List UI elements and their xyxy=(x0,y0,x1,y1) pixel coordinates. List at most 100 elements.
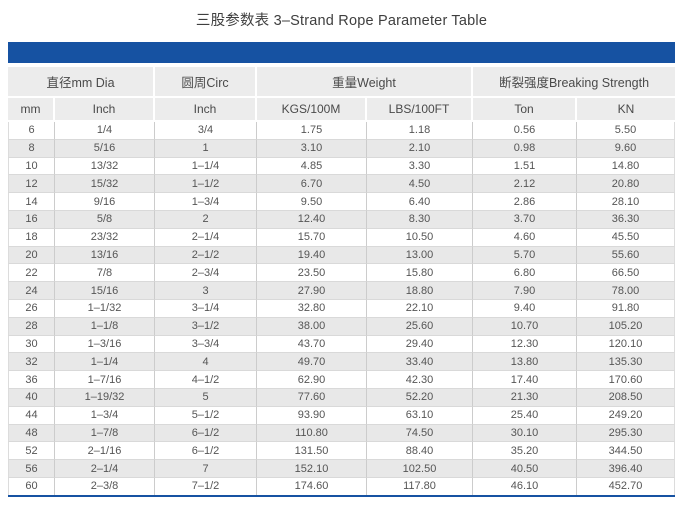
table-cell: 135.30 xyxy=(577,353,675,372)
table-cell: 3.30 xyxy=(367,157,473,176)
table-cell: 4.60 xyxy=(473,228,577,247)
table-row: 18 23/32 2–1/4 15.70 10.50 4.60 45.50 xyxy=(8,228,675,247)
table-cell: 88.40 xyxy=(367,442,473,461)
table-cell: 13/32 xyxy=(55,157,155,176)
table-cell: 249.20 xyxy=(577,406,675,425)
page-title: 三股参数表 3–Strand Rope Parameter Table xyxy=(195,13,488,29)
table-cell: 6.80 xyxy=(473,264,577,283)
table-cell: 170.60 xyxy=(577,371,675,389)
table-cell: 1.51 xyxy=(473,157,577,176)
rope-parameter-table: 直径mm Dia 圆周Circ 重量Weight 断裂强度Breaking St… xyxy=(8,67,675,495)
table-cell: 20.80 xyxy=(577,175,675,194)
rope-parameter-table-zone: 直径mm Dia 圆周Circ 重量Weight 断裂强度Breaking St… xyxy=(8,42,675,497)
table-cell: 7/8 xyxy=(55,264,155,283)
table-cell: 0.98 xyxy=(473,139,577,158)
table-cell: 344.50 xyxy=(577,442,675,461)
table-cell: 4–1/2 xyxy=(155,371,257,389)
table-cell: 295.30 xyxy=(577,424,675,443)
group-header-diameter: 直径mm Dia xyxy=(8,67,155,98)
table-cell: 1–7/8 xyxy=(55,424,155,443)
table-cell: 25.60 xyxy=(367,317,473,336)
table-cell: 2.10 xyxy=(367,139,473,158)
table-cell: 9.40 xyxy=(473,299,577,318)
table-cell: 48 xyxy=(8,424,55,443)
table-row: 40 1–19/32 5 77.60 52.20 21.30 208.50 xyxy=(8,388,675,407)
table-cell: 46.10 xyxy=(473,477,577,495)
table-cell: 1–19/32 xyxy=(55,388,155,407)
table-row: 8 5/16 1 3.10 2.10 0.98 9.60 xyxy=(8,139,675,158)
table-cell: 36 xyxy=(8,371,55,389)
table-cell: 14 xyxy=(8,193,55,211)
table-cell: 1–1/8 xyxy=(55,317,155,336)
table-cell: 4.85 xyxy=(257,157,367,176)
table-cell: 1–1/4 xyxy=(55,353,155,372)
table-cell: 110.80 xyxy=(257,424,367,443)
table-cell: 49.70 xyxy=(257,353,367,372)
table-cell: 38.00 xyxy=(257,317,367,336)
table-cell: 24 xyxy=(8,282,55,300)
table-cell: 9.60 xyxy=(577,139,675,158)
table-cell: 3–1/4 xyxy=(155,299,257,318)
unit-header-kgs: KGS/100M xyxy=(257,98,367,122)
table-cell: 19.40 xyxy=(257,246,367,265)
table-cell: 22.10 xyxy=(367,299,473,318)
table-cell: 14.80 xyxy=(577,157,675,176)
table-cell: 3.10 xyxy=(257,139,367,158)
table-row: 60 2–3/8 7–1/2 174.60 117.80 46.10 452.70 xyxy=(8,477,675,495)
table-cell: 28.10 xyxy=(577,193,675,211)
table-cell: 6.40 xyxy=(367,193,473,211)
unit-header-circ-inch: Inch xyxy=(155,98,257,122)
table-cell: 13.00 xyxy=(367,246,473,265)
table-cell: 91.80 xyxy=(577,299,675,318)
table-cell: 32 xyxy=(8,353,55,372)
table-cell: 3 xyxy=(155,282,257,300)
table-cell: 20 xyxy=(8,246,55,265)
table-row: 36 1–7/16 4–1/2 62.90 42.30 17.40 170.60 xyxy=(8,371,675,389)
table-cell: 93.90 xyxy=(257,406,367,425)
table-cell: 43.70 xyxy=(257,335,367,354)
table-cell: 28 xyxy=(8,317,55,336)
table-cell: 7.90 xyxy=(473,282,577,300)
table-cell: 15.80 xyxy=(367,264,473,283)
table-cell: 2 xyxy=(155,210,257,229)
table-cell: 1.18 xyxy=(367,122,473,140)
table-cell: 15/32 xyxy=(55,175,155,194)
unit-header-lbs: LBS/100FT xyxy=(367,98,473,122)
table-row: 22 7/8 2–3/4 23.50 15.80 6.80 66.50 xyxy=(8,264,675,283)
table-cell: 1–1/4 xyxy=(155,157,257,176)
table-cell: 36.30 xyxy=(577,210,675,229)
table-row: 52 2–1/16 6–1/2 131.50 88.40 35.20 344.50 xyxy=(8,442,675,461)
table-row: 10 13/32 1–1/4 4.85 3.30 1.51 14.80 xyxy=(8,157,675,176)
table-cell: 55.60 xyxy=(577,246,675,265)
table-cell: 44 xyxy=(8,406,55,425)
table-header: 直径mm Dia 圆周Circ 重量Weight 断裂强度Breaking St… xyxy=(8,67,675,122)
table-cell: 25.40 xyxy=(473,406,577,425)
table-cell: 52.20 xyxy=(367,388,473,407)
accent-bar-gap xyxy=(8,63,675,67)
table-cell: 5/16 xyxy=(55,139,155,158)
table-cell: 52 xyxy=(8,442,55,461)
unit-header-mm: mm xyxy=(8,98,55,122)
table-cell: 42.30 xyxy=(367,371,473,389)
table-cell: 30.10 xyxy=(473,424,577,443)
table-row: 24 15/16 3 27.90 18.80 7.90 78.00 xyxy=(8,282,675,300)
table-cell: 5 xyxy=(155,388,257,407)
table-cell: 26 xyxy=(8,299,55,318)
table-cell: 27.90 xyxy=(257,282,367,300)
table-cell: 18.80 xyxy=(367,282,473,300)
unit-header-ton: Ton xyxy=(473,98,577,122)
table-cell: 1 xyxy=(155,139,257,158)
table-cell: 5–1/2 xyxy=(155,406,257,425)
table-cell: 2–3/8 xyxy=(55,477,155,495)
table-row: 14 9/16 1–3/4 9.50 6.40 2.86 28.10 xyxy=(8,193,675,211)
table-cell: 33.40 xyxy=(367,353,473,372)
table-cell: 30 xyxy=(8,335,55,354)
table-cell: 12 xyxy=(8,175,55,194)
table-cell: 1/4 xyxy=(55,122,155,140)
table-cell: 40 xyxy=(8,388,55,407)
group-header-breaking-strength: 断裂强度Breaking Strength xyxy=(473,67,675,98)
table-row: 12 15/32 1–1/2 6.70 4.50 2.12 20.80 xyxy=(8,175,675,194)
table-cell: 3–1/2 xyxy=(155,317,257,336)
table-cell: 6–1/2 xyxy=(155,442,257,461)
table-row: 30 1–3/16 3–3/4 43.70 29.40 12.30 120.10 xyxy=(8,335,675,354)
